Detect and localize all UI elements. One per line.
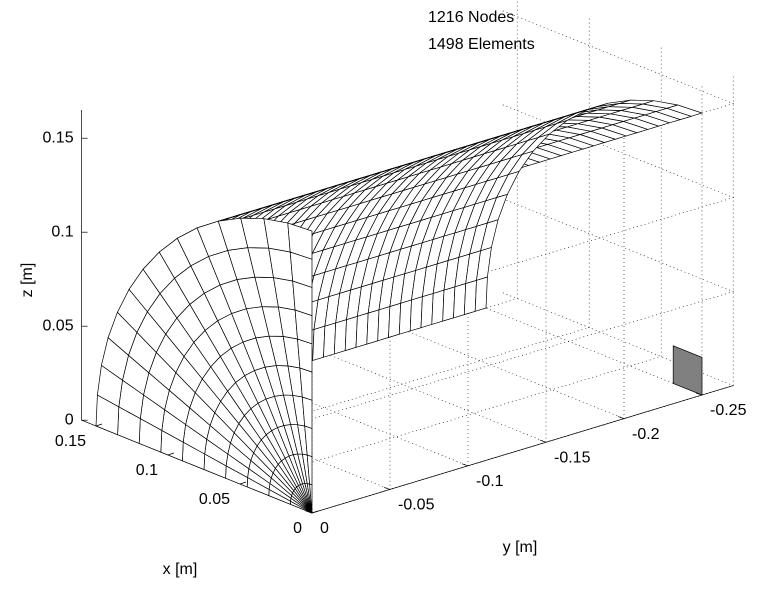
mesh-cell	[474, 276, 488, 312]
z-tick-label: 0.05	[42, 317, 73, 334]
mesh-cell	[344, 315, 358, 352]
z-tick-label: 0	[65, 411, 74, 428]
x-tick	[167, 452, 175, 456]
z-tick-label: 0.15	[42, 129, 73, 146]
y-axis-label: y [m]	[503, 539, 538, 556]
x-tick-label: 0.05	[199, 491, 230, 508]
annotation: 1216 Nodes	[428, 9, 514, 26]
annotation: 1498 Elements	[428, 36, 535, 53]
y-tick	[539, 439, 547, 443]
mesh-cell	[442, 286, 456, 322]
mesh-cell	[323, 322, 337, 358]
y-tick-label: -0.25	[710, 402, 747, 419]
grid-line	[311, 198, 735, 420]
grid-line	[239, 46, 662, 485]
mesh-cell	[409, 296, 423, 332]
y-tick	[383, 487, 391, 490]
x-axis-label: x [m]	[163, 561, 198, 578]
y-tick-label: -0.2	[632, 426, 660, 443]
mesh-cell	[297, 338, 313, 373]
y-tick-label: -0.05	[398, 497, 435, 514]
x-tick-label: 0.1	[136, 462, 158, 479]
x-tick	[95, 423, 103, 427]
y-tick	[461, 463, 469, 467]
mesh-end	[672, 345, 703, 396]
mesh-cell	[420, 292, 434, 329]
mesh-cell	[312, 325, 326, 361]
mesh-cell	[453, 283, 467, 319]
mesh-cell	[366, 309, 380, 345]
grid-line	[311, 10, 735, 232]
mesh-cell	[287, 222, 313, 260]
y-tick-label: 0	[320, 520, 329, 537]
z-axis-label: z [m]	[19, 263, 36, 298]
grid-line	[167, 17, 590, 456]
y-tick	[305, 510, 313, 514]
mesh-cell	[377, 306, 391, 342]
y-tick-label: -0.15	[554, 449, 591, 466]
mesh-cell	[665, 104, 704, 117]
x-tick-label: 0	[293, 520, 302, 537]
x-tick-label: 0.15	[55, 433, 86, 450]
mesh-cell	[355, 312, 369, 348]
y-tick	[695, 392, 703, 396]
mesh-cell	[388, 302, 402, 338]
x-tick	[239, 481, 247, 485]
mesh-cell	[463, 279, 477, 316]
y-tick	[617, 416, 625, 419]
mesh-cell	[333, 319, 347, 355]
mesh-cell	[398, 299, 412, 335]
mesh-cell	[431, 289, 445, 325]
x-tick	[311, 510, 319, 514]
z-tick-label: 0.1	[51, 223, 73, 240]
y-tick-label: -0.1	[476, 473, 504, 490]
grid-line	[95, 0, 518, 427]
